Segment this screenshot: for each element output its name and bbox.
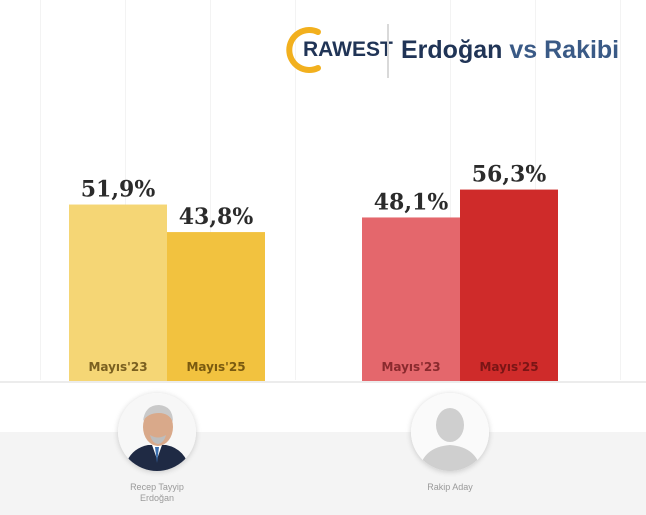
- bar-1-0: [362, 217, 460, 381]
- rawest-logo-icon: [286, 27, 321, 73]
- grid-line: [295, 0, 296, 380]
- bar-0-1: [167, 232, 265, 381]
- category-label-0-1: Mayıs'25: [186, 360, 245, 374]
- grid-line: [450, 0, 451, 380]
- person-photo-icon: [118, 393, 196, 471]
- page-title: Erdoğan vs Rakibi: [401, 36, 619, 65]
- grid-line: [210, 0, 211, 380]
- title-divider: [387, 24, 389, 78]
- grid-line: [620, 0, 621, 380]
- category-label-1-1: Mayıs'25: [479, 360, 538, 374]
- avatar-erdogan: [118, 393, 196, 471]
- bar-0-0: [69, 204, 167, 381]
- chart-baseline: [0, 381, 646, 383]
- category-label-0-0: Mayıs'23: [88, 360, 147, 374]
- grid-line: [125, 0, 126, 380]
- category-label-1-0: Mayıs'23: [381, 360, 440, 374]
- value-label-0-0: 51,9%: [81, 177, 156, 203]
- footer-band: [0, 432, 646, 515]
- brand-name: RAWEST: [303, 38, 393, 61]
- candidate-name-erdogan: Recep Tayyip Erdoğan: [130, 482, 184, 503]
- bar-1-1: [460, 189, 558, 381]
- title-part-2: vs Rakibi: [502, 36, 620, 64]
- avatar-rival: [411, 393, 489, 471]
- candidate-name-rival: Rakip Aday: [427, 482, 473, 492]
- value-label-0-1: 43,8%: [179, 204, 254, 230]
- value-label-1-0: 48,1%: [374, 189, 449, 215]
- value-label-1-1: 56,3%: [472, 162, 547, 188]
- title-part-1: Erdoğan: [401, 36, 503, 64]
- person-silhouette-icon: [411, 393, 489, 471]
- grid-line: [40, 0, 41, 380]
